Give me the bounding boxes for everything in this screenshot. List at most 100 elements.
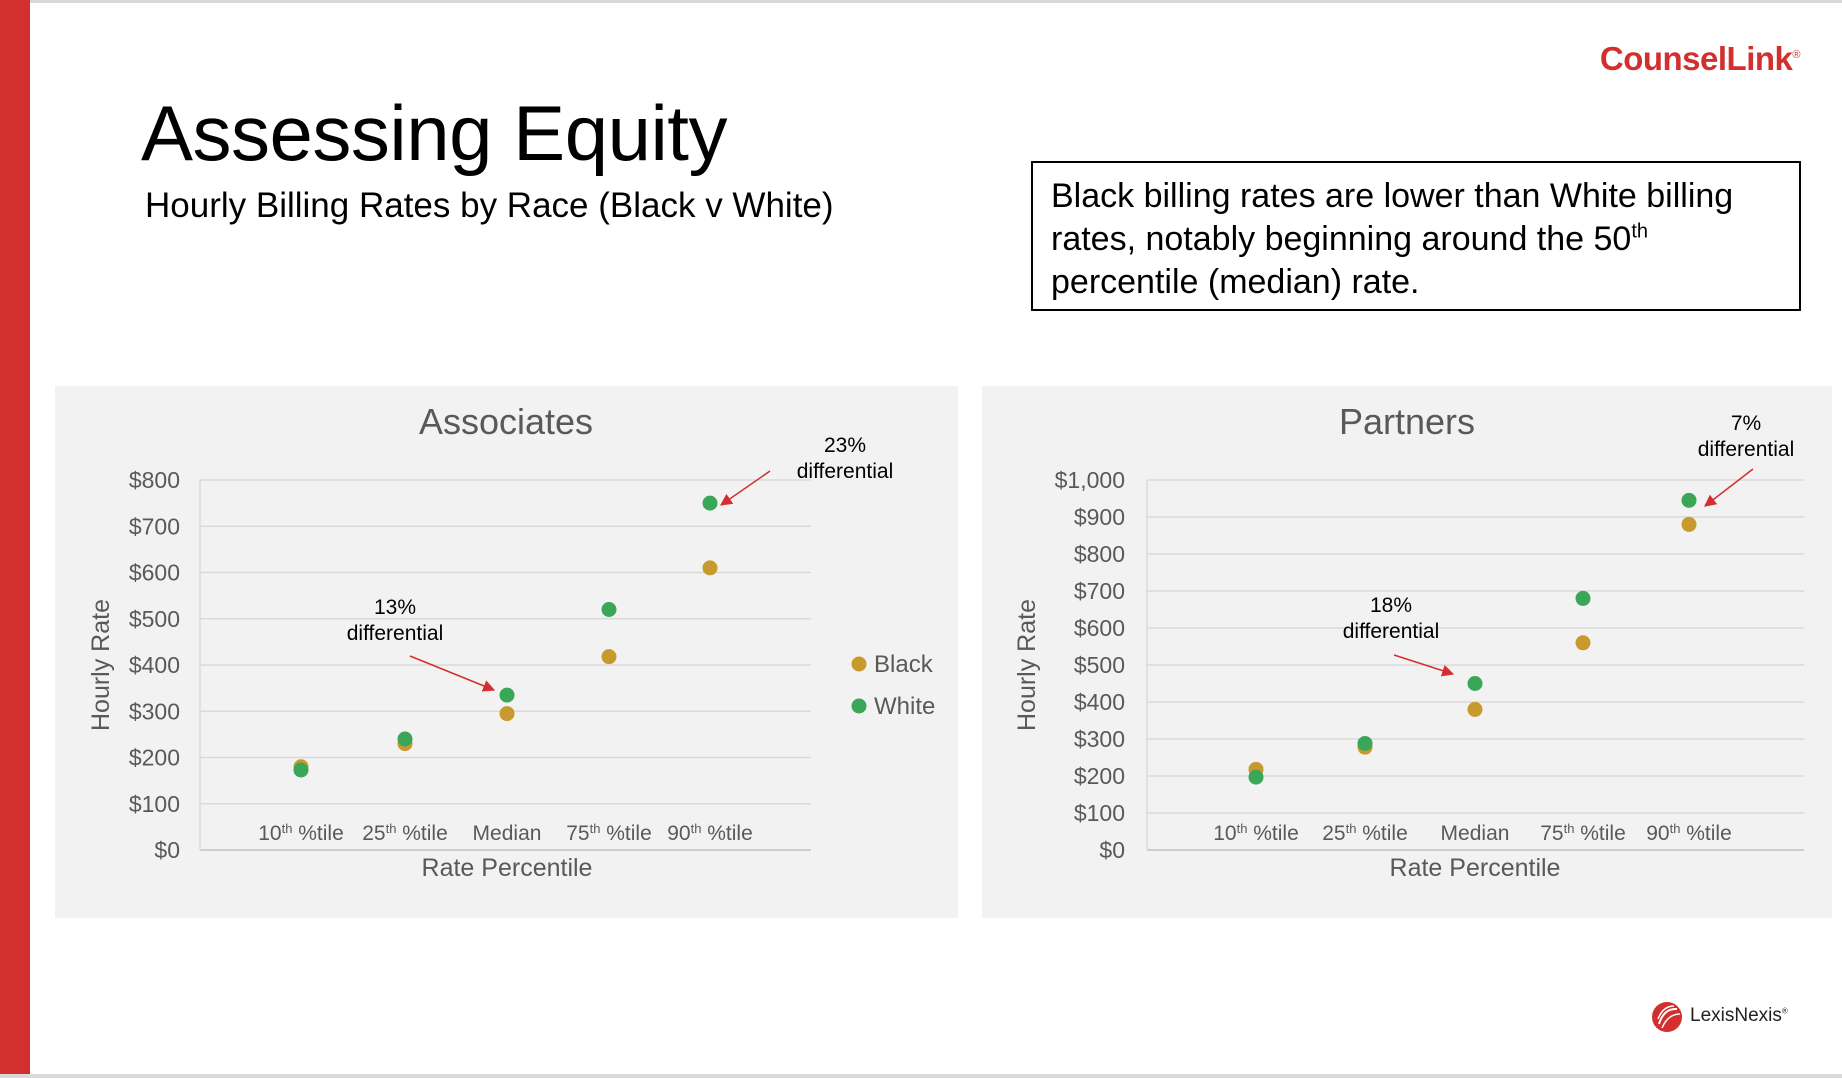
page-subtitle: Hourly Billing Rates by Race (Black v Wh… — [145, 186, 834, 225]
x-tick-sup: th — [1564, 821, 1575, 836]
data-point-black — [499, 706, 515, 722]
annotation-text: 13% differential — [347, 596, 444, 645]
x-tick-base: 25 — [1322, 822, 1345, 845]
x-tick-tail: %tile — [292, 822, 343, 845]
data-point-white — [499, 687, 515, 703]
annotation-line: 23% — [824, 434, 866, 457]
x-tick-tail: %tile — [396, 822, 447, 845]
y-tick-label: $200 — [129, 745, 180, 771]
annotation-line: 7% — [1731, 412, 1761, 435]
x-tick-base: 10 — [258, 822, 281, 845]
y-tick-label: $0 — [1099, 837, 1125, 863]
annotation-line: differential — [347, 622, 444, 645]
chart-title: Partners — [1339, 401, 1475, 442]
x-axis-label: Rate Percentile — [422, 854, 593, 882]
annotation-arrow — [409, 655, 496, 692]
x-tick-tail: %tile — [1247, 822, 1298, 845]
annotation-line: 18% — [1370, 594, 1412, 617]
page-title: Assessing Equity — [141, 89, 727, 177]
brand-mark: ® — [1792, 49, 1800, 61]
x-tick-sup: th — [1670, 821, 1681, 836]
partners-chart: Partners $0 $100 $200 $300 $400 $500 $600 $700 $8… — [1013, 401, 1804, 882]
data-point-white — [1357, 735, 1373, 751]
top-border — [0, 0, 1842, 3]
x-tick-base: 10 — [1213, 822, 1236, 845]
accent-bar — [0, 0, 30, 1078]
y-tick-label: $600 — [1074, 615, 1125, 641]
y-tick-label: $700 — [129, 513, 180, 539]
y-tick-label: $900 — [1074, 504, 1125, 530]
y-tick-label: $400 — [1074, 689, 1125, 715]
y-tick-label: $800 — [1074, 541, 1125, 567]
y-tick-label: $0 — [154, 837, 180, 863]
y-axis-label: Hourly Rate — [87, 599, 115, 731]
lexisnexis-logo: LexisNexis® — [1650, 996, 1810, 1036]
data-point-black — [1681, 516, 1697, 532]
annotation-text: 7% differential — [1698, 412, 1795, 461]
x-tick-label: 90th %tile — [667, 821, 753, 845]
annotation-line: differential — [1698, 438, 1795, 461]
x-tick-base: 90 — [667, 822, 690, 845]
data-point-white — [1467, 676, 1483, 691]
x-tick-label: 10th %tile — [1213, 821, 1299, 845]
data-point-black — [702, 560, 718, 576]
callout-text-before: Black billing rates are lower than White… — [1051, 177, 1734, 258]
lexisnexis-name: LexisNexis — [1690, 1005, 1782, 1026]
lexisnexis-emblem-icon — [1652, 1002, 1682, 1032]
x-tick-label: 10th %tile — [258, 821, 344, 845]
x-tick-sup: th — [1346, 821, 1357, 836]
y-tick-label: $500 — [1074, 652, 1125, 678]
y-axis-label: Hourly Rate — [1013, 599, 1041, 731]
counsellink-logo: CounselLink® — [1530, 40, 1801, 78]
y-tick-label: $100 — [129, 791, 180, 817]
data-point-white — [397, 731, 413, 747]
callout-text-after: percentile (median) rate. — [1051, 263, 1420, 301]
y-tick-label: $600 — [129, 560, 180, 586]
associates-chart: Associates $0 $100 $200 $300 $400 $500 $600 $700… — [87, 401, 935, 882]
data-point-white — [1681, 492, 1697, 508]
bottom-border — [0, 1074, 1842, 1078]
x-tick-base: Median — [1441, 822, 1510, 845]
annotation-line: differential — [1343, 620, 1440, 643]
legend-label: Black — [874, 651, 934, 678]
x-tick-tail: %tile — [1680, 822, 1731, 845]
y-tick-label: $100 — [1074, 800, 1125, 826]
data-point-black — [601, 649, 617, 665]
y-tick-label: $300 — [1074, 726, 1125, 752]
data-point-white — [601, 602, 617, 617]
callout-sup: th — [1631, 220, 1649, 243]
callout-box: Black billing rates are lower than White… — [1031, 161, 1801, 311]
partners-chart-panel: Partners $0 $100 $200 $300 $400 $500 $600 $700 $8… — [982, 386, 1832, 918]
brand-name: CounselLink — [1599, 40, 1793, 77]
annotation-arrow — [720, 470, 771, 506]
y-tick-label: $700 — [1074, 578, 1125, 604]
annotation-line: differential — [797, 460, 894, 483]
x-tick-label: Median — [473, 822, 542, 845]
x-tick-base: 75 — [566, 822, 589, 845]
x-tick-base: Median — [473, 822, 542, 845]
x-tick-tail: %tile — [1356, 822, 1407, 845]
y-tick-label: $300 — [129, 698, 180, 724]
chart-title: Associates — [419, 401, 593, 442]
annotation-text: 18% differential — [1343, 594, 1440, 643]
x-tick-tail: %tile — [600, 822, 651, 845]
x-axis-label: Rate Percentile — [1390, 854, 1561, 882]
y-tick-label: $400 — [129, 652, 180, 678]
annotation-text: 23% differential — [797, 434, 894, 483]
x-tick-label: 90th %tile — [1646, 821, 1732, 845]
x-tick-base: 25 — [362, 822, 385, 845]
data-point-black — [1575, 635, 1591, 651]
x-tick-label: 25th %tile — [1322, 821, 1408, 845]
x-tick-sup: th — [282, 821, 293, 836]
x-tick-base: 90 — [1646, 822, 1669, 845]
legend-marker — [851, 656, 867, 672]
lexisnexis-mark: ® — [1781, 1006, 1788, 1016]
annotation-line: 13% — [374, 596, 416, 619]
annotation-arrow — [1393, 654, 1455, 677]
legend-marker — [851, 698, 867, 714]
x-tick-sup: th — [691, 821, 702, 836]
y-tick-label: $500 — [129, 606, 180, 632]
x-tick-label: 75th %tile — [1540, 821, 1626, 845]
associates-chart-panel: Associates $0 $100 $200 $300 $400 $500 $600 $700… — [55, 386, 958, 918]
x-tick-label: Median — [1441, 822, 1510, 845]
